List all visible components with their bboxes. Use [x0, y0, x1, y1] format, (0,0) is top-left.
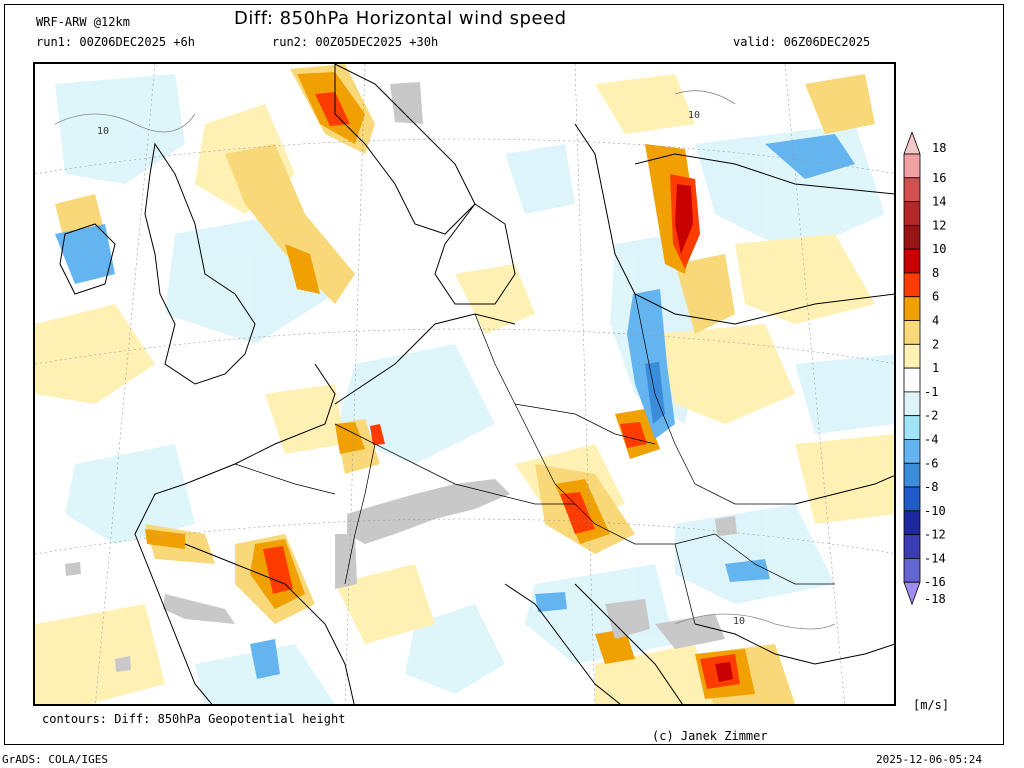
- units-label: [m/s]: [913, 698, 950, 712]
- colorbar-swatch: [903, 272, 921, 298]
- grads-credit: GrADS: COLA/IGES: [2, 753, 108, 766]
- colorbar-swatch: [903, 510, 921, 536]
- colorbar-tick-label: -6: [924, 456, 938, 470]
- colorbar-tick-label: 4: [932, 314, 939, 328]
- map-canvas: 10 10 10: [35, 64, 894, 704]
- timestamp-label: 2025-12-06-05:24: [876, 753, 982, 766]
- colorbar-canvas: 18 16 14 12 10 8 6 4 2 1 -1 -2 -4 -6 -8 -10 -12 -14 -16 -18: [903, 132, 946, 606]
- colorbar-swatch: [903, 320, 921, 345]
- colorbar-tick-label: -10: [924, 504, 946, 518]
- colorbar-tick-label: -18: [924, 592, 946, 606]
- colorbar-tick-label: 14: [932, 195, 946, 209]
- colorbar-tick-label: 12: [932, 218, 946, 232]
- colorbar-swatch: [903, 462, 921, 488]
- colorbar-tick-label: 16: [932, 171, 946, 185]
- colorbar-swatch: [903, 248, 921, 274]
- copyright-label: (c) Janek Zimmer: [652, 729, 768, 743]
- colorbar-swatch: [903, 343, 921, 369]
- colorbar-tick-label: -2: [924, 409, 938, 423]
- colorbar-tick-label: 2: [932, 337, 939, 351]
- colorbar-swatch: [903, 201, 921, 226]
- colorbar-swatch: [903, 153, 921, 179]
- colorbar-tick-label: 10: [932, 242, 946, 256]
- colorbar-swatch: [903, 415, 921, 440]
- colorbar-tick-label: 1: [932, 361, 939, 375]
- contour-label: 10: [733, 616, 745, 627]
- contour-label: 10: [97, 126, 109, 137]
- colorbar-tick-label: -12: [924, 528, 946, 542]
- run1-label: run1: 00Z06DEC2025 +6h: [36, 35, 195, 49]
- colorbar-tip-top: [903, 132, 921, 155]
- colorbar-swatch: [903, 534, 921, 559]
- colorbar-tick-label: -4: [924, 432, 938, 446]
- colorbar-tick-label: -8: [924, 480, 938, 494]
- colorbar-swatch: [903, 296, 921, 321]
- colorbar-swatch: [903, 367, 921, 393]
- borders: [234, 293, 835, 625]
- colorbar-tick-label: 18: [932, 141, 946, 155]
- plot-frame: [4, 4, 1004, 745]
- colorbar-swatch: [903, 224, 921, 250]
- contours: [54, 90, 836, 630]
- wind-diff-map: 10 10 10: [33, 62, 896, 706]
- colorbar-swatch: [903, 558, 921, 583]
- colorbar-tick-label: -14: [924, 551, 946, 565]
- colorbar-tick-label: 8: [932, 266, 939, 280]
- terrain-mask: [65, 82, 737, 672]
- model-label: WRF-ARW @12km: [36, 15, 130, 29]
- colorbar-tick-label: -1: [924, 385, 938, 399]
- colorbar-tip-bottom: [903, 581, 921, 606]
- colorbar-tick-label: 6: [932, 290, 939, 304]
- chart-title: Diff: 850hPa Horizontal wind speed: [234, 8, 567, 29]
- colorbar: 18 16 14 12 10 8 6 4 2 1 -1 -2 -4 -6 -8 -10 -12 -14 -16 -18: [902, 132, 972, 632]
- contours-caption: contours: Diff: 850hPa Geopotential heig…: [42, 712, 346, 726]
- colorbar-swatch: [903, 486, 921, 512]
- colorbar-swatch: [903, 391, 921, 417]
- run2-label: run2: 00Z05DEC2025 +30h: [272, 35, 439, 49]
- colorbar-swatch: [903, 177, 921, 202]
- valid-time-label: valid: 06Z06DEC2025: [733, 35, 871, 49]
- colorbar-swatch: [903, 439, 921, 464]
- colorbar-tick-label: -16: [924, 575, 946, 589]
- contour-label: 10: [688, 110, 700, 121]
- field-dark-red: [675, 184, 733, 682]
